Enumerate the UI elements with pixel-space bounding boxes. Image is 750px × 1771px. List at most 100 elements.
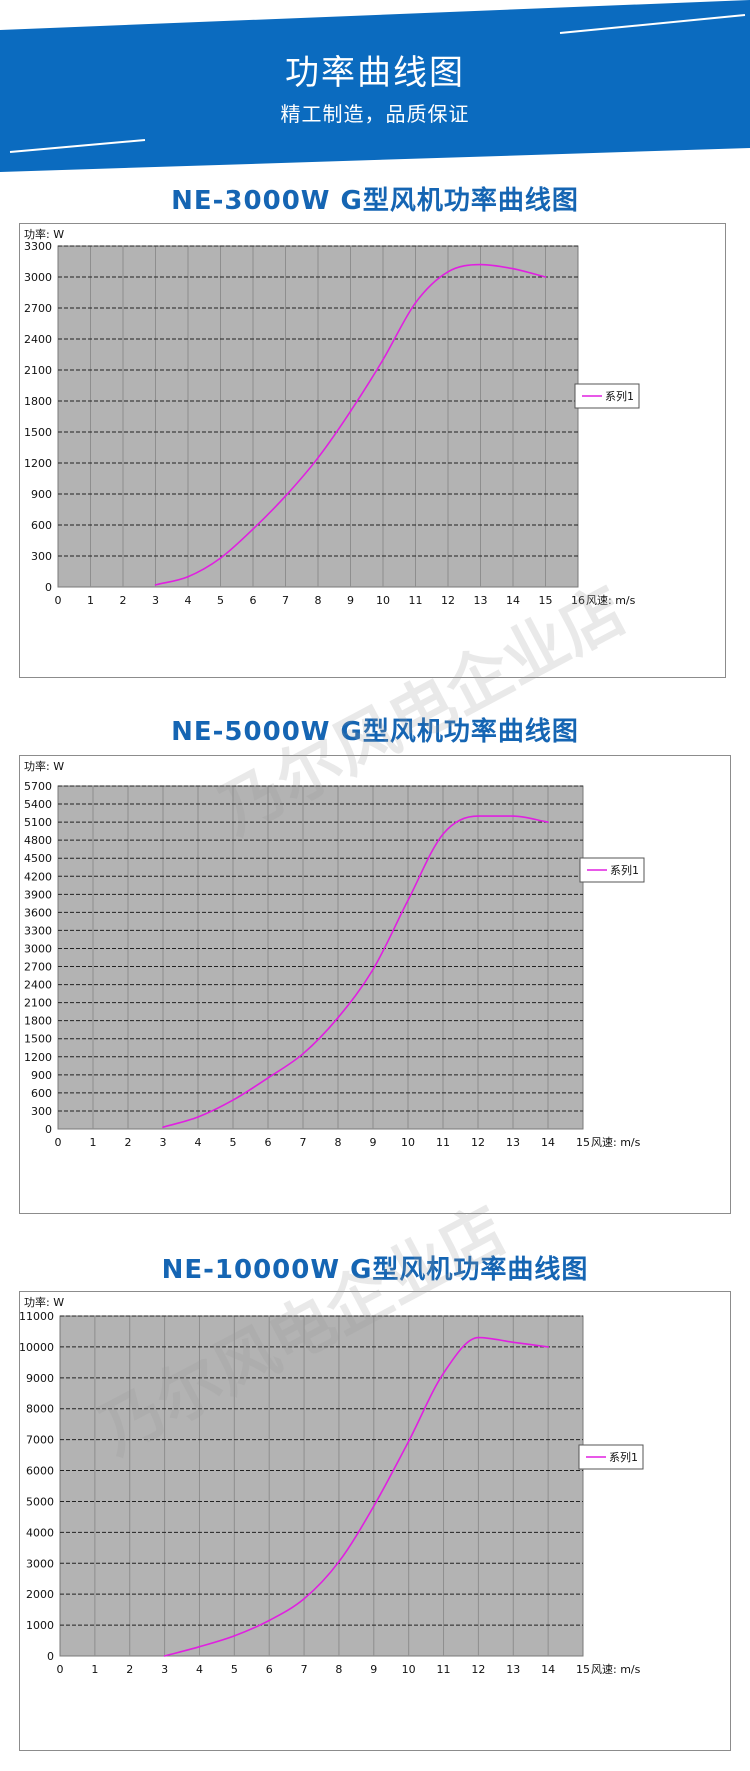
x-tick-label: 2 xyxy=(120,594,127,607)
y-tick-label: 2400 xyxy=(24,333,52,346)
data-point xyxy=(512,1341,515,1344)
data-point xyxy=(302,1052,304,1055)
x-tick-label: 9 xyxy=(370,1663,377,1676)
data-point xyxy=(512,815,514,817)
data-point xyxy=(442,833,444,835)
data-point xyxy=(479,263,482,266)
y-tick-label: 900 xyxy=(31,488,52,501)
x-tick-label: 14 xyxy=(541,1663,555,1676)
y-tick-label: 1000 xyxy=(26,1619,54,1632)
y-tick-label: 3900 xyxy=(24,888,52,901)
x-tick-label: 2 xyxy=(125,1136,132,1149)
legend: 系列1 xyxy=(579,857,645,883)
x-tick-label: 0 xyxy=(55,1136,62,1149)
x-tick-label: 5 xyxy=(217,594,224,607)
legend-box xyxy=(579,857,645,883)
y-tick-label: 1800 xyxy=(24,1015,52,1028)
x-tick-label: 8 xyxy=(315,594,322,607)
x-tick-label: 8 xyxy=(335,1136,342,1149)
x-tick-label: 1 xyxy=(87,594,94,607)
data-point xyxy=(477,815,479,817)
legend: 系列1 xyxy=(578,1444,644,1470)
chart-5000w: 0 300 600 900 1200 1500 1800 2100 2400 2700 3000 33… xyxy=(19,755,731,1214)
y-tick-label: 3300 xyxy=(24,924,52,937)
x-tick-label: 7 xyxy=(282,594,289,607)
x-tick-label: 4 xyxy=(185,594,192,607)
y-tick-label: 5100 xyxy=(24,816,52,829)
x-tick-label: 13 xyxy=(474,594,488,607)
legend-label: 系列1 xyxy=(605,389,634,403)
data-point xyxy=(233,1635,236,1637)
x-tick-label: 15 xyxy=(539,594,553,607)
y-tick-label: 3000 xyxy=(24,271,52,284)
y-axis-label: 功率: W xyxy=(24,227,64,241)
x-tick-label: 16 xyxy=(571,594,585,607)
y-tick-label: 7000 xyxy=(26,1434,54,1447)
data-point xyxy=(373,1505,375,1507)
y-tick-label: 600 xyxy=(31,519,52,532)
y-tick-label: 1200 xyxy=(24,457,52,470)
data-point xyxy=(197,1116,199,1118)
y-tick-label: 9000 xyxy=(26,1372,54,1385)
data-point xyxy=(477,1336,480,1339)
x-tick-label: 13 xyxy=(506,1663,520,1676)
x-tick-label: 12 xyxy=(441,594,455,607)
series-line xyxy=(162,815,549,1128)
x-tick-label: 7 xyxy=(301,1663,308,1676)
x-axis-label: 风速: m/s xyxy=(591,1663,641,1676)
y-tick-label: 3000 xyxy=(24,942,52,955)
y-tick-label: 3300 xyxy=(24,240,52,253)
y-tick-label: 5700 xyxy=(24,780,52,793)
x-tick-label: 11 xyxy=(409,594,423,607)
plot-area xyxy=(59,1315,584,1657)
legend-label: 系列1 xyxy=(610,863,639,877)
data-point xyxy=(338,1560,340,1563)
data-point xyxy=(442,1372,445,1374)
y-tick-label: 11000 xyxy=(20,1310,54,1323)
data-point xyxy=(232,1099,234,1101)
y-tick-label: 4800 xyxy=(24,834,52,847)
data-point xyxy=(187,575,189,578)
data-point xyxy=(198,1645,201,1648)
y-tick-label: 1500 xyxy=(24,426,52,439)
x-tick-label: 0 xyxy=(55,594,62,607)
x-axis-label: 风速: m/s xyxy=(591,1136,641,1149)
y-tick-label: 0 xyxy=(47,1650,54,1663)
y-tick-label: 600 xyxy=(31,1087,52,1100)
banner-stripe-bottom xyxy=(9,139,146,153)
y-tick-label: 0 xyxy=(45,1123,52,1136)
banner: 功率曲线图 精工制造，品质保证 xyxy=(0,0,750,175)
legend: 系列1 xyxy=(574,383,640,409)
x-tick-label: 14 xyxy=(506,594,520,607)
x-tick-label: 6 xyxy=(266,1663,273,1676)
x-tick-label: 0 xyxy=(57,1663,64,1676)
x-tick-label: 6 xyxy=(250,594,257,607)
x-tick-label: 5 xyxy=(231,1663,238,1676)
chart-svg: 0300600900120015001800210024002700300033… xyxy=(24,759,645,1149)
data-point xyxy=(219,557,222,559)
x-tick-label: 10 xyxy=(376,594,390,607)
chart-title-5000w: NE-5000W G型风机功率曲线图 xyxy=(171,717,579,747)
data-point xyxy=(163,1655,166,1657)
x-tick-label: 5 xyxy=(230,1136,237,1149)
data-point xyxy=(303,1598,305,1600)
plot-area xyxy=(57,785,584,1130)
x-tick-label: 8 xyxy=(335,1663,342,1676)
banner-stripe-top xyxy=(559,14,746,34)
y-tick-label: 5000 xyxy=(26,1495,54,1508)
x-tick-label: 11 xyxy=(437,1663,451,1676)
data-point xyxy=(267,1077,269,1079)
y-tick-label: 3000 xyxy=(26,1557,54,1570)
y-tick-label: 2100 xyxy=(24,364,52,377)
y-tick-label: 3600 xyxy=(24,906,52,919)
chart-title-3000w: NE-3000W G型风机功率曲线图 xyxy=(171,186,579,216)
x-tick-label: 4 xyxy=(195,1136,202,1149)
x-tick-label: 14 xyxy=(541,1136,555,1149)
x-tick-label: 3 xyxy=(152,594,159,607)
x-tick-label: 3 xyxy=(161,1663,168,1676)
chart-10000w: 0 1000 2000 3000 4000 5000 6000 7000 8000 9000 100… xyxy=(19,1291,731,1751)
y-tick-label: 6000 xyxy=(26,1465,54,1478)
data-point xyxy=(407,1440,410,1442)
data-point xyxy=(414,302,417,304)
chart-svg: 0100020003000400050006000700080009000100… xyxy=(20,1295,644,1676)
